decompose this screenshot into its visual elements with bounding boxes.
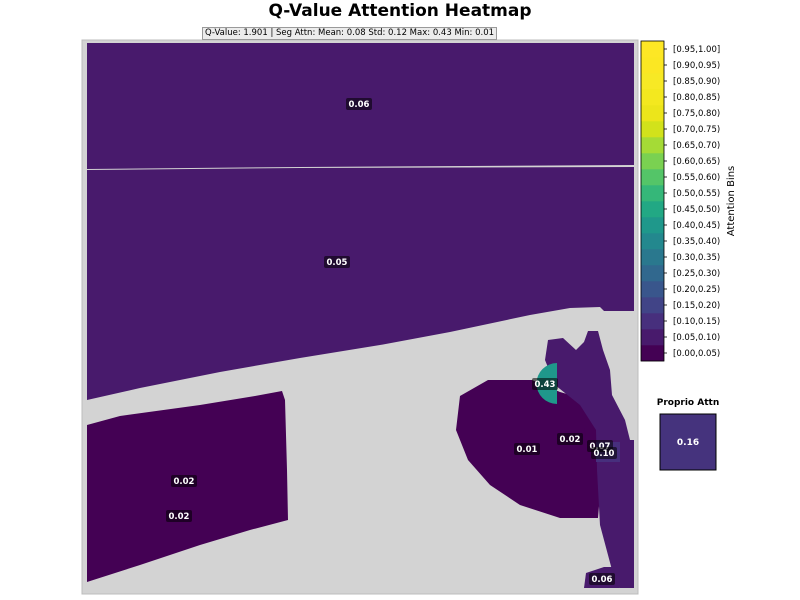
label-arm-joint-a-text: 0.02 [560,435,581,445]
colorbar-border [640,40,665,362]
colorbar-tick-label: [0.40,0.45) [673,221,720,231]
proprio-title: Proprio Attn [657,398,719,408]
colorbar-cell [641,313,664,330]
colorbar-cell [641,265,664,282]
colorbar-cell [641,105,664,122]
colorbar-tick-label: [0.90,0.95) [673,61,720,71]
colorbar-tick-label: [0.60,0.65) [673,157,720,167]
label-right-blob-text: 0.01 [517,445,538,455]
label-arm-joint-b: 0.10 [591,447,617,459]
colorbar-cell [641,345,664,362]
label-hot-spot-text: 0.43 [535,380,556,390]
colorbar-cell [641,297,664,314]
colorbar-cell [641,201,664,218]
colorbar-tick-label: [0.65,0.70) [673,141,720,151]
colorbar-cell [641,73,664,90]
colorbar-tick-label: [0.55,0.60) [673,173,720,183]
colorbar-cell [641,89,664,106]
colorbar-cell [641,185,664,202]
segment-labels: 0.06 0.05 0.02 0.02 0.01 0.02 0.07 0.10 [166,98,617,585]
label-left-block-2: 0.02 [166,510,192,522]
colorbar-cell [641,217,664,234]
colorbar-cell [641,169,664,186]
label-middle-band: 0.05 [324,256,350,268]
colorbar-tick-label: [0.15,0.20) [673,301,720,311]
chart-title: Q-Value Attention Heatmap [268,1,532,21]
colorbar-tick-label: [0.75,0.80) [673,109,720,119]
colorbar-tick-label: [0.95,1.00] [673,45,720,55]
label-left-block-1: 0.02 [171,475,197,487]
colorbar-cell [641,153,664,170]
colorbar: [0.00,0.05) [0.05,0.10) [0.10,0.15) [0.15,0… [640,40,720,362]
colorbar-tick-label: [0.70,0.75) [673,125,720,135]
colorbar-tick-label: [0.20,0.25) [673,285,720,295]
colorbar-tick-label: [0.00,0.05) [673,349,720,359]
label-hot-spot: 0.43 [532,378,558,390]
colorbar-tick-label: [0.50,0.55) [673,189,720,199]
colorbar-cell [641,329,664,346]
label-left-block-1-text: 0.02 [174,477,195,487]
label-middle-band-text: 0.05 [327,258,348,268]
colorbar-tick-label: [0.25,0.30) [673,269,720,279]
segment-right-arm [545,331,634,588]
colorbar-tick-label: [0.45,0.50) [673,205,720,215]
label-top-band-text: 0.06 [349,100,370,110]
colorbar-label: Attention Bins [726,166,737,237]
label-bottom-corner-text: 0.06 [592,575,613,585]
label-left-block-2-text: 0.02 [169,512,190,522]
colorbar-cell [641,57,664,74]
colorbar-cell [641,249,664,266]
colorbar-tick-label: [0.35,0.40) [673,237,720,247]
stats-box: Q-Value: 1.901 | Seg Attn: Mean: 0.08 St… [202,27,498,40]
label-right-blob: 0.01 [514,443,540,455]
label-top-band: 0.06 [346,98,372,110]
colorbar-cell [641,137,664,154]
colorbar-tick-label: [0.30,0.35) [673,253,720,263]
label-arm-joint-b-text: 0.10 [594,449,615,459]
colorbar-cell [641,281,664,298]
colorbar-cell [641,121,664,138]
label-bottom-corner: 0.06 [589,573,615,585]
proprio-box [659,413,717,471]
label-arm-joint-a: 0.02 [557,433,583,445]
colorbar-tick-label: [0.85,0.90) [673,77,720,87]
segment-middle-band [87,167,634,400]
proprio-value: 0.16 [677,438,699,448]
colorbar-tick-label: [0.05,0.10) [673,333,720,343]
colorbar-tick-label: [0.80,0.85) [673,93,720,103]
colorbar-cell [641,233,664,250]
colorbar-cell [641,41,664,58]
colorbar-tick-label: [0.10,0.15) [673,317,720,327]
